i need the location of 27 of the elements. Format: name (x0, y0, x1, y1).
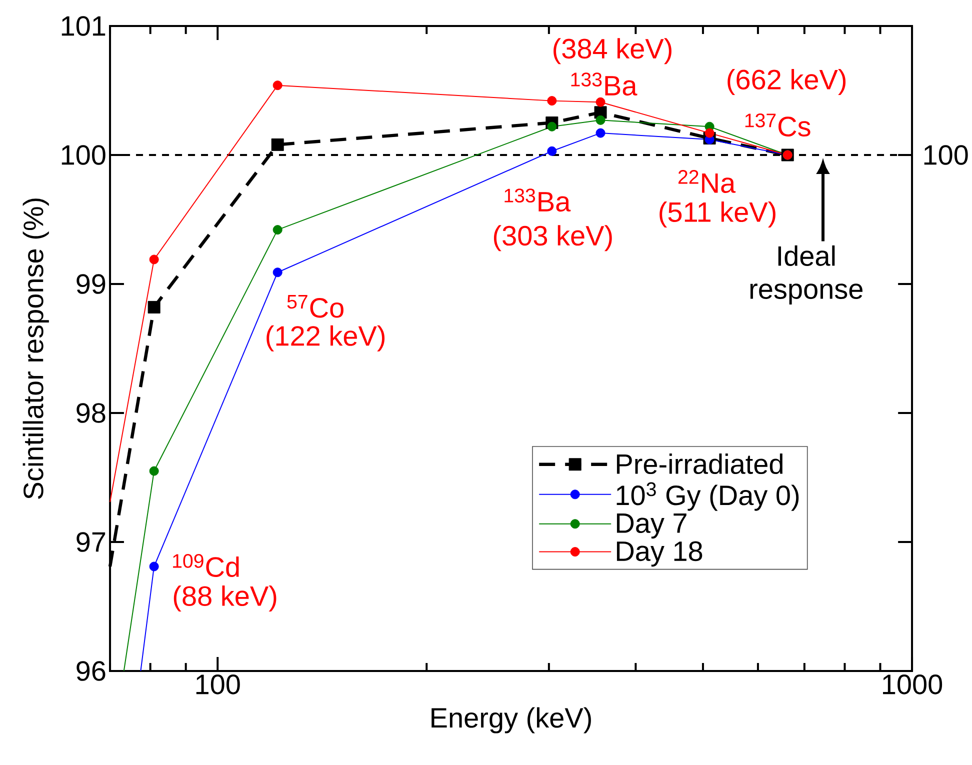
legend-label: 10$^{3}$ Gy (Day 0) (616, 482, 799, 511)
annotation: $^{109}$Cd (173, 554, 239, 577)
annotation: Ideal response (750, 245, 862, 304)
y-tick-label: 98 (76, 403, 106, 423)
annotation: $^{137}$Cs (745, 113, 810, 136)
y-tick-label: 100 (62, 145, 106, 165)
y-tick-label: 99 (76, 274, 106, 294)
annotation: (88 keV) (174, 585, 276, 612)
x-axis-title: Energy (keV) (432, 707, 591, 734)
annotation: (662 keV) (728, 68, 846, 96)
legend-label: Pre-irradiated (616, 454, 782, 474)
annotation: (384 keV) (554, 38, 672, 64)
x-tick-label: 1000 (883, 674, 942, 694)
annotation: $^{22}$Na (678, 170, 736, 193)
y-tick-label: 97 (76, 532, 106, 552)
annotation: $^{57}$Co (287, 294, 344, 318)
annotation: (511 keV) (660, 201, 776, 228)
legend-label: Day 18 (616, 541, 702, 567)
annotation: (303 keV) (494, 225, 612, 252)
y-tick-label: 101 (62, 16, 106, 36)
annotation: $^{133}$Ba (571, 72, 638, 96)
annotation: (122 keV) (266, 325, 385, 352)
ref-line-label: 100 (924, 145, 968, 165)
y-axis-title: Scintillator response (%) (22, 198, 49, 499)
legend-label: Day 7 (616, 514, 686, 539)
annotation: $^{133}$Ba (504, 188, 571, 212)
y-tick-label: 96 (76, 661, 106, 681)
